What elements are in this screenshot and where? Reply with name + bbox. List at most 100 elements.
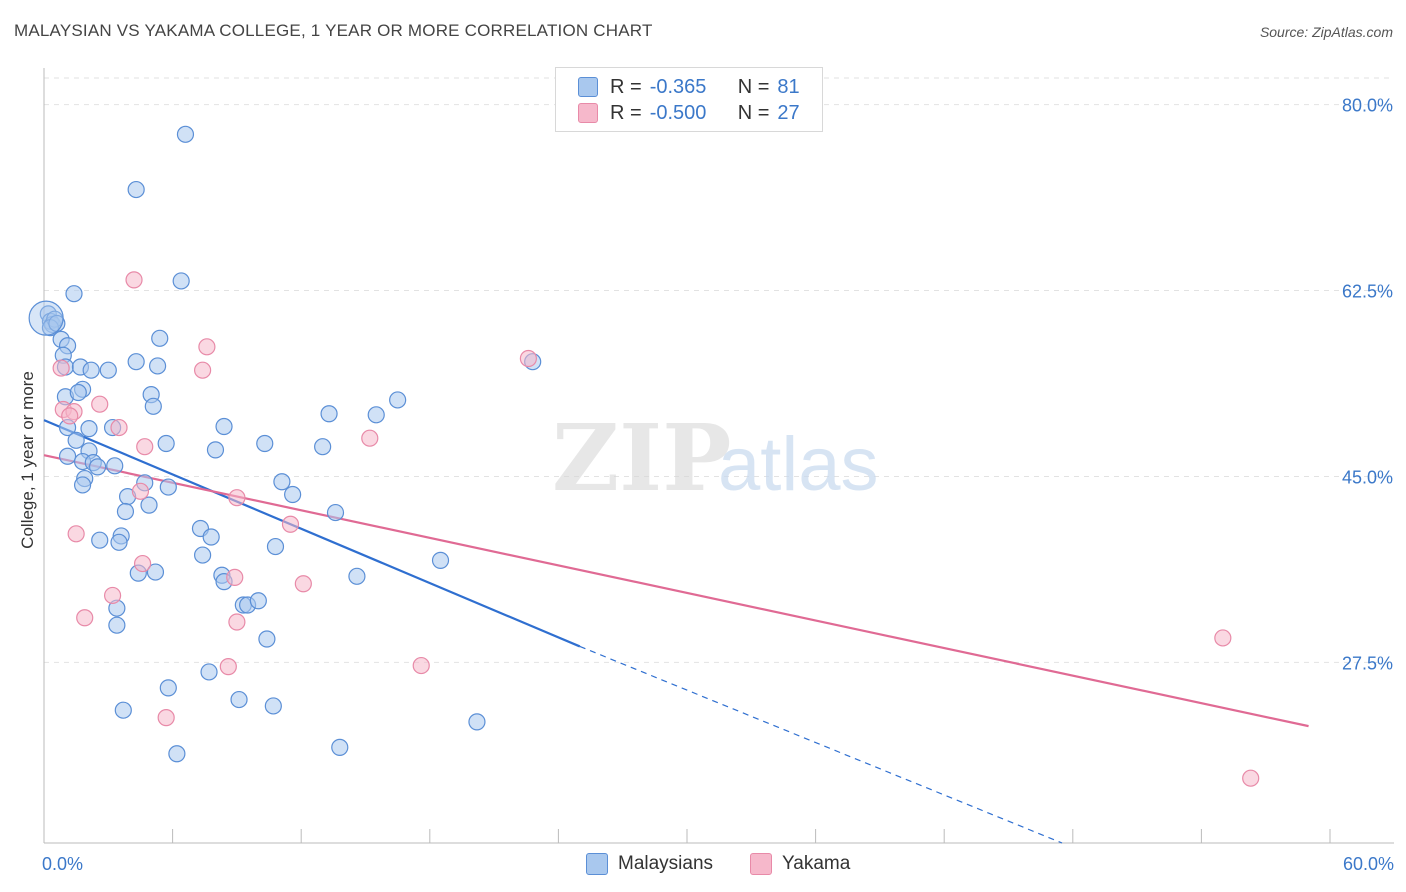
malaysian-point (88, 458, 107, 476)
yakama-point (412, 656, 430, 675)
malaysians-swatch (578, 77, 598, 97)
yakama-swatch (578, 103, 598, 123)
yakama-point (91, 395, 109, 413)
malaysian-point (127, 180, 145, 199)
malaysian-point (258, 630, 276, 648)
malaysian-point (114, 701, 132, 719)
yakama-point (294, 575, 312, 593)
malaysian-point (116, 502, 135, 521)
malaysian-point (256, 434, 274, 453)
malaysian-point (144, 397, 162, 415)
malaysians-trend-extension (579, 645, 1063, 844)
malaysian-point (91, 531, 109, 549)
stats-legend: R = -0.365 N = 81 R = -0.500 N = 27 (555, 67, 823, 132)
malaysian-point (206, 441, 225, 459)
malaysian-point (348, 567, 366, 585)
malaysian-point (80, 420, 98, 438)
malaysian-point (202, 528, 220, 546)
y-tick-label: 80.0% (1342, 96, 1393, 116)
legend-item-malaysians[interactable]: Malaysians (586, 853, 713, 875)
malaysian-point (468, 713, 486, 731)
yakama-point (157, 709, 175, 727)
malaysian-point (320, 405, 338, 423)
malaysian-point (106, 457, 124, 475)
legend-label-yakama: Yakama (782, 853, 851, 874)
malaysian-point (431, 551, 450, 569)
y-axis-label: College, 1 year or more (18, 371, 37, 549)
yakama-point (52, 359, 70, 377)
malaysian-point (176, 125, 195, 143)
malaysian-point (108, 616, 126, 634)
n-label: N = (737, 101, 770, 124)
malaysian-point (73, 476, 92, 494)
yakama-trend-line (43, 454, 1309, 728)
n-label: N = (737, 75, 770, 98)
y-tick-label: 27.5% (1342, 653, 1393, 673)
malaysian-point (82, 361, 100, 379)
y-tick-label: 45.0% (1342, 467, 1393, 487)
gridlines (44, 77, 1394, 663)
yakama-point (519, 349, 537, 368)
yakama-swatch (750, 853, 772, 875)
r-label: R = (610, 101, 642, 124)
malaysian-point (159, 679, 177, 697)
yakama-point (125, 271, 143, 289)
malaysian-point (110, 533, 128, 551)
malaysian-point (69, 383, 87, 402)
malaysian-point (168, 745, 186, 763)
yakama-point (361, 429, 379, 447)
series-legend: Malaysians Yakama (0, 851, 1406, 879)
yakama-point (198, 338, 216, 356)
malaysian-point (140, 496, 158, 514)
yakama-point (219, 658, 237, 676)
malaysians-trend-line (43, 419, 581, 648)
malaysian-point (151, 329, 169, 347)
malaysian-point (99, 361, 117, 379)
yakama-point (281, 515, 300, 533)
yakama-point (1242, 769, 1260, 787)
malaysian-point (146, 563, 165, 581)
malaysian-point (326, 503, 345, 522)
yakama-point (194, 361, 212, 379)
data-points (28, 125, 1260, 787)
r-label: R = (610, 75, 642, 98)
yakama-point (228, 613, 246, 631)
legend-row-yakama: R = -0.500 N = 27 (578, 101, 800, 125)
malaysians-swatch (586, 853, 608, 875)
malaysian-point (65, 285, 83, 303)
x-tick-label: 60.0% (1343, 854, 1394, 874)
r-value: -0.365 (649, 75, 707, 98)
yakama-point (228, 489, 246, 507)
malaysian-point (159, 478, 177, 496)
malaysian-point (249, 592, 267, 610)
yakama-point (110, 418, 128, 437)
malaysian-point (127, 353, 145, 371)
yakama-point (103, 586, 122, 605)
x-tick-label: 0.0% (42, 854, 83, 874)
legend-item-yakama[interactable]: Yakama (750, 853, 850, 875)
yakama-point (226, 568, 244, 586)
malaysian-point (157, 434, 175, 453)
malaysian-point (230, 690, 248, 709)
malaysian-point (148, 357, 167, 375)
malaysian-point (194, 546, 212, 564)
yakama-point (67, 525, 85, 543)
n-value: 81 (777, 75, 800, 98)
legend-row-malaysians: R = -0.365 N = 81 (578, 75, 800, 99)
y-tick-label: 62.5% (1342, 282, 1393, 302)
malaysian-point (273, 473, 291, 491)
chart-title: MALAYSIAN VS YAKAMA COLLEGE, 1 YEAR OR M… (14, 21, 653, 40)
malaysian-point (264, 697, 282, 715)
malaysian-point (266, 537, 285, 556)
malaysian-point (215, 417, 233, 436)
malaysian-point (200, 663, 218, 681)
malaysian-point (67, 431, 85, 449)
watermark-zip: ZIP (552, 404, 731, 512)
malaysian-point (58, 447, 77, 465)
tick-labels: 80.0% 62.5% 45.0% 27.5% 0.0% 60.0% (42, 96, 1394, 874)
malaysian-point (284, 485, 302, 504)
yakama-point (131, 482, 150, 500)
malaysian-point (331, 738, 349, 756)
